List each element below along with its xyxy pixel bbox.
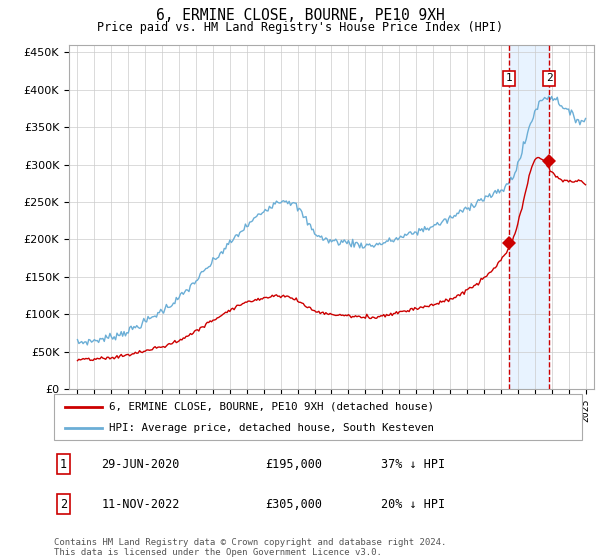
Text: 37% ↓ HPI: 37% ↓ HPI — [382, 458, 445, 470]
Text: Price paid vs. HM Land Registry's House Price Index (HPI): Price paid vs. HM Land Registry's House … — [97, 21, 503, 34]
Text: 1: 1 — [506, 73, 512, 83]
Text: 20% ↓ HPI: 20% ↓ HPI — [382, 498, 445, 511]
Text: 11-NOV-2022: 11-NOV-2022 — [101, 498, 180, 511]
Text: 29-JUN-2020: 29-JUN-2020 — [101, 458, 180, 470]
Text: £195,000: £195,000 — [265, 458, 322, 470]
Text: Contains HM Land Registry data © Crown copyright and database right 2024.
This d: Contains HM Land Registry data © Crown c… — [54, 538, 446, 557]
Bar — [509, 45, 549, 389]
Text: 6, ERMINE CLOSE, BOURNE, PE10 9XH (detached house): 6, ERMINE CLOSE, BOURNE, PE10 9XH (detac… — [109, 402, 434, 412]
Text: 2: 2 — [546, 73, 553, 83]
Text: £305,000: £305,000 — [265, 498, 322, 511]
FancyBboxPatch shape — [54, 394, 582, 440]
Text: 1: 1 — [60, 458, 67, 470]
Text: 2: 2 — [60, 498, 67, 511]
Text: 6, ERMINE CLOSE, BOURNE, PE10 9XH: 6, ERMINE CLOSE, BOURNE, PE10 9XH — [155, 8, 445, 24]
Text: HPI: Average price, detached house, South Kesteven: HPI: Average price, detached house, Sout… — [109, 423, 434, 433]
